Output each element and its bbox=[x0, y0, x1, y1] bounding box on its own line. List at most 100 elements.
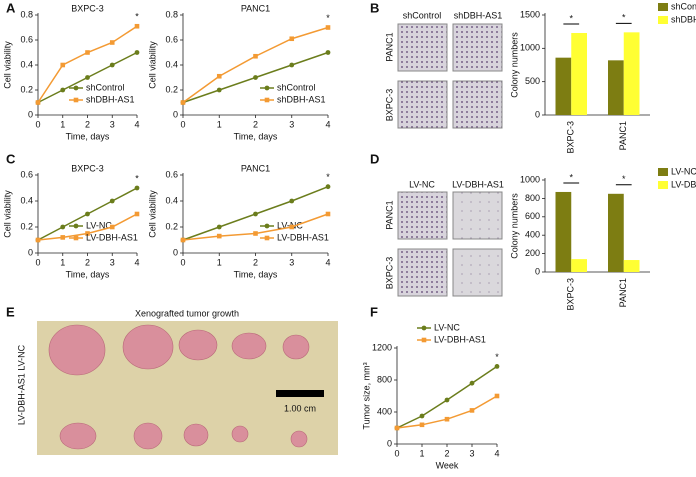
y-tick-label: 200 bbox=[525, 248, 540, 258]
annotation: * bbox=[569, 13, 573, 23]
y-tick-label: 0.6 bbox=[20, 169, 33, 179]
marker bbox=[60, 87, 66, 93]
y-axis-label: Cell viability bbox=[2, 41, 12, 89]
y-tick-label: 400 bbox=[377, 406, 392, 416]
marker bbox=[494, 393, 500, 399]
x-tick-label: PANC1 bbox=[618, 121, 628, 150]
bar bbox=[571, 259, 587, 272]
x-tick-label: PANC1 bbox=[618, 278, 628, 307]
x-tick-label: 1 bbox=[60, 257, 65, 267]
marker bbox=[73, 97, 79, 103]
marker bbox=[253, 211, 258, 217]
marker bbox=[60, 224, 66, 230]
x-axis-label: Time, days bbox=[66, 269, 110, 279]
marker bbox=[180, 100, 186, 105]
image-row-label: BXPC-3 bbox=[384, 257, 394, 290]
x-tick-label: 3 bbox=[110, 119, 115, 129]
x-axis-label: Time, days bbox=[234, 131, 278, 141]
marker bbox=[394, 425, 400, 431]
marker bbox=[216, 73, 222, 79]
marker bbox=[216, 87, 222, 93]
colony-image bbox=[397, 80, 448, 129]
y-tick-label: 0 bbox=[535, 109, 540, 119]
panel-letter: E bbox=[6, 304, 15, 319]
marker bbox=[73, 235, 79, 241]
marker bbox=[35, 237, 41, 243]
marker bbox=[469, 380, 475, 386]
legend-label: LV-DBH-AS1 bbox=[86, 232, 138, 242]
marker bbox=[421, 325, 427, 331]
annotation: * bbox=[326, 13, 330, 23]
panel-letter: F bbox=[370, 304, 378, 319]
marker bbox=[264, 235, 270, 241]
marker bbox=[109, 40, 115, 45]
y-tick-label: 400 bbox=[525, 230, 540, 240]
x-tick-label: 0 bbox=[180, 119, 185, 129]
colony-image bbox=[397, 248, 448, 297]
image-row-label: BXPC-3 bbox=[384, 89, 394, 122]
y-tick-label: 0.2 bbox=[20, 221, 33, 231]
y-tick-label: 0 bbox=[535, 266, 540, 276]
y-axis-label: Cell viability bbox=[2, 190, 12, 238]
annotation: * bbox=[569, 172, 573, 182]
marker bbox=[421, 337, 427, 343]
photo-title: Xenografted tumor growth bbox=[135, 308, 239, 318]
y-tick-label: 0 bbox=[28, 109, 33, 119]
marker bbox=[60, 62, 66, 68]
y-tick-label: 800 bbox=[377, 374, 392, 384]
x-tick-label: 4 bbox=[325, 257, 330, 267]
colony-image bbox=[452, 23, 503, 72]
marker bbox=[289, 62, 295, 68]
marker bbox=[444, 416, 450, 422]
marker bbox=[469, 408, 475, 413]
panel-letter: B bbox=[370, 0, 379, 15]
marker bbox=[494, 364, 500, 369]
image-col-label: LV-NC bbox=[409, 179, 435, 189]
y-tick-label: 1200 bbox=[372, 342, 392, 352]
y-tick-label: 600 bbox=[525, 211, 540, 221]
legend-label: LV-NC bbox=[86, 220, 112, 230]
marker bbox=[264, 97, 270, 103]
marker bbox=[109, 198, 115, 204]
marker bbox=[134, 50, 140, 55]
marker bbox=[253, 53, 258, 59]
annotation: * bbox=[135, 173, 139, 183]
y-tick-label: 0.8 bbox=[20, 9, 33, 19]
bar bbox=[608, 60, 624, 115]
marker bbox=[289, 36, 295, 42]
colony-image bbox=[397, 23, 448, 72]
x-tick-label: 2 bbox=[444, 448, 449, 458]
y-tick-label: 1000 bbox=[520, 43, 540, 53]
legend-label: LV-DBH-AS1 bbox=[671, 179, 696, 189]
tumors bbox=[48, 324, 310, 450]
y-tick-label: 500 bbox=[525, 76, 540, 86]
x-tick-label: BXPC-3 bbox=[566, 278, 576, 311]
x-tick-label: 3 bbox=[110, 257, 115, 267]
y-tick-label: 0 bbox=[28, 247, 33, 257]
bar bbox=[555, 57, 572, 115]
marker bbox=[264, 85, 270, 91]
y-axis-label: Colony numbers bbox=[509, 32, 519, 98]
y-tick-label: 0.2 bbox=[165, 221, 178, 231]
bar bbox=[623, 32, 640, 116]
x-tick-label: 1 bbox=[217, 257, 222, 267]
x-tick-label: 0 bbox=[394, 448, 399, 458]
legend-label: shDBH-AS1 bbox=[86, 94, 135, 104]
y-axis-label: Tumor size, mm³ bbox=[361, 362, 371, 429]
marker bbox=[73, 85, 79, 91]
bar bbox=[623, 260, 640, 272]
annotation: * bbox=[495, 352, 499, 362]
x-tick-label: 2 bbox=[253, 257, 258, 267]
colony-image bbox=[452, 80, 503, 129]
bar bbox=[555, 191, 572, 272]
y-axis-label: Colony numbers bbox=[509, 193, 519, 259]
legend-swatch bbox=[658, 3, 668, 11]
legend-swatch bbox=[658, 168, 668, 176]
colony-image bbox=[397, 191, 448, 240]
marker bbox=[325, 50, 331, 55]
y-tick-label: 0.4 bbox=[165, 195, 178, 205]
x-tick-label: 1 bbox=[217, 119, 222, 129]
x-tick-label: 2 bbox=[253, 119, 258, 129]
x-tick-label: 3 bbox=[289, 257, 294, 267]
